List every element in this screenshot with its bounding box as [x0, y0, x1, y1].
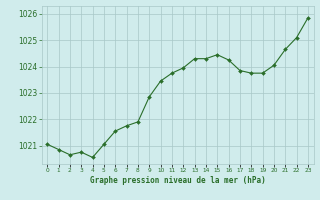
X-axis label: Graphe pression niveau de la mer (hPa): Graphe pression niveau de la mer (hPa)	[90, 176, 266, 185]
